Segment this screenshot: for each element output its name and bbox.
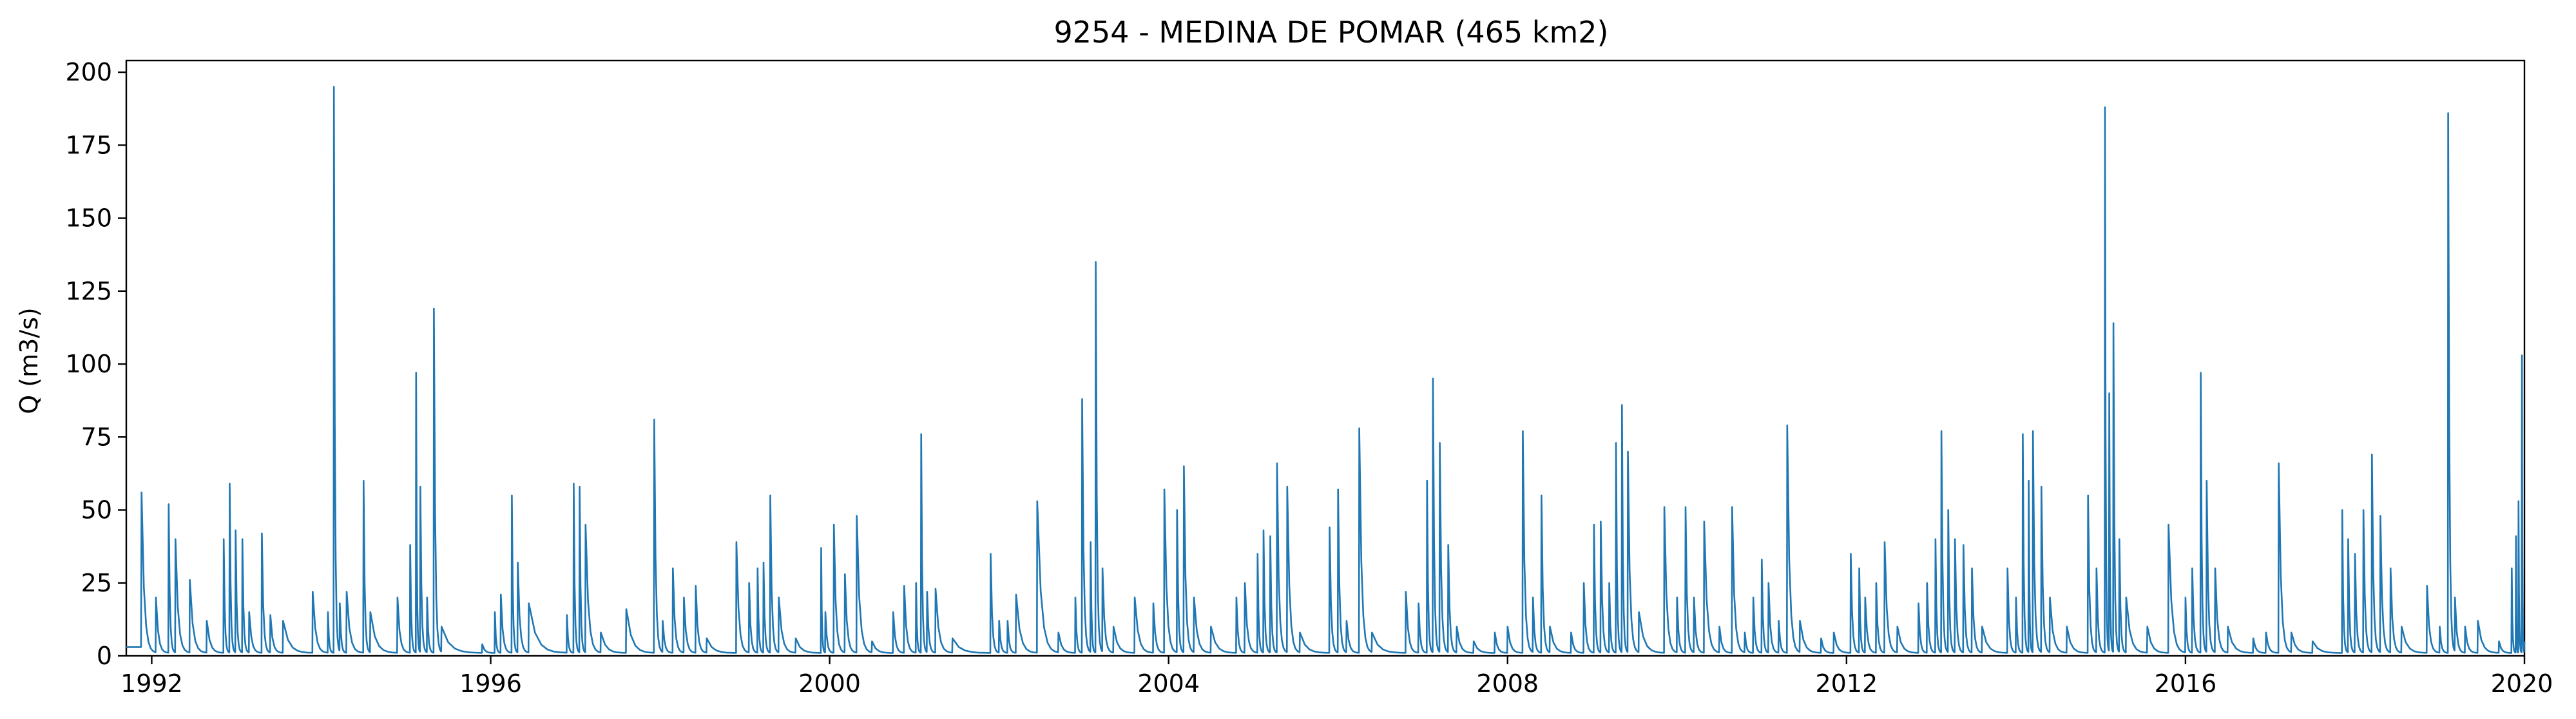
y-tick-label: 150 — [65, 204, 112, 233]
x-tick-label: 2012 — [1815, 669, 1878, 698]
y-tick-label: 75 — [81, 423, 112, 451]
y-axis: 0 25 50 75 100 125 150 175 200 — [65, 58, 126, 670]
chart-title: 9254 - MEDINA DE POMAR (465 km2) — [1054, 15, 1609, 50]
x-axis: 1992 1996 2000 2004 2008 2012 2016 2020 — [120, 656, 2553, 698]
series-line — [126, 86, 2526, 654]
plot-frame — [125, 59, 2526, 657]
x-tick-label: 2008 — [1476, 669, 1539, 698]
y-axis-label: Q (m3/s) — [15, 307, 43, 414]
x-tick-label: 1996 — [459, 669, 522, 698]
x-tick-label: 2004 — [1137, 669, 1200, 698]
plot-area — [125, 59, 2526, 657]
x-tick-label: 2016 — [2155, 669, 2217, 698]
y-tick-label: 0 — [97, 642, 112, 670]
y-tick-label: 100 — [65, 350, 112, 378]
x-tick-label: 1992 — [120, 669, 183, 698]
x-tick-label: 2000 — [798, 669, 861, 698]
y-tick-label: 125 — [65, 277, 112, 305]
y-tick-label: 25 — [81, 569, 112, 597]
series-layer — [126, 86, 2526, 654]
y-tick-label: 200 — [65, 58, 112, 86]
x-tick-label: 2020 — [2491, 669, 2553, 698]
y-tick-label: 50 — [81, 496, 112, 524]
y-tick-label: 175 — [65, 131, 112, 159]
